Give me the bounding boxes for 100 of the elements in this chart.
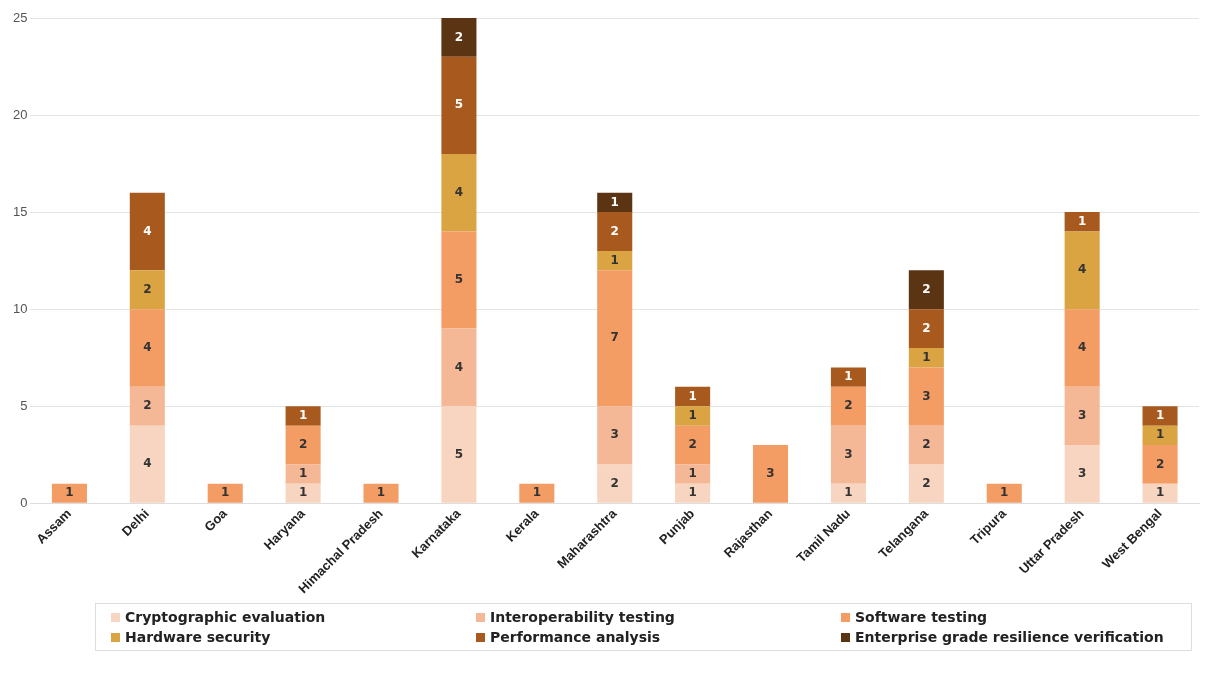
data-label: 1 <box>1155 427 1165 442</box>
data-label: 3 <box>610 427 619 442</box>
bar <box>753 445 789 503</box>
bar <box>285 483 321 503</box>
data-label: 4 <box>143 340 152 355</box>
bar <box>441 18 477 57</box>
bar <box>830 483 866 503</box>
bar <box>1064 386 1100 446</box>
bar <box>1142 445 1178 484</box>
data-label: 1 <box>221 485 230 500</box>
data-label: 4 <box>454 359 464 374</box>
bar <box>597 464 633 503</box>
data-label: 2 <box>922 281 931 296</box>
data-label: 3 <box>844 446 853 461</box>
data-label: 5 <box>454 446 464 461</box>
bar <box>285 425 321 465</box>
bar <box>1064 309 1100 387</box>
data-label: 3 <box>922 388 931 403</box>
data-label: 4 <box>143 223 152 238</box>
bar <box>441 56 477 154</box>
bar <box>986 483 1022 503</box>
data-label: 2 <box>922 320 931 335</box>
bar <box>908 464 944 503</box>
y-tick-label: 0 <box>20 494 28 510</box>
data-label: 2 <box>610 223 619 238</box>
bar <box>830 425 866 484</box>
data-label: 1 <box>65 485 74 500</box>
bar <box>1064 445 1100 503</box>
data-label: 1 <box>844 485 853 500</box>
bar <box>597 270 633 407</box>
data-label: 1 <box>610 252 619 267</box>
y-tick-label: 15 <box>12 203 28 219</box>
bar <box>129 309 165 387</box>
data-label: 2 <box>454 29 464 44</box>
bar <box>908 425 944 465</box>
data-label: 1 <box>610 194 619 209</box>
data-label: 2 <box>610 475 619 490</box>
data-label: 2 <box>1155 456 1165 471</box>
bar <box>597 212 633 251</box>
data-label: 2 <box>143 398 152 413</box>
data-label: 1 <box>688 485 697 500</box>
data-label: 7 <box>610 330 619 345</box>
data-label: 3 <box>766 466 775 481</box>
data-label: 1 <box>1000 485 1009 500</box>
bar <box>1142 425 1178 446</box>
bar <box>441 231 477 329</box>
bar <box>908 309 944 348</box>
bar <box>1064 212 1100 232</box>
bar <box>597 250 633 271</box>
data-label: 2 <box>298 437 308 452</box>
bar <box>675 386 711 407</box>
data-label: 1 <box>298 466 308 481</box>
data-label: 2 <box>922 475 931 490</box>
x-tick-label: Goa <box>201 505 231 535</box>
bar <box>1142 483 1178 503</box>
data-label: 4 <box>1077 340 1087 355</box>
data-label: 1 <box>532 485 542 500</box>
bar <box>675 425 711 465</box>
bar <box>129 192 165 271</box>
y-tick-label: 25 <box>12 9 28 25</box>
bar <box>675 406 711 426</box>
bar <box>908 270 944 310</box>
legend-label: Enterprise grade resilience verification <box>855 629 1164 645</box>
y-tick-label: 20 <box>12 106 28 122</box>
bar <box>830 386 866 426</box>
legend-label: Performance analysis <box>490 629 661 645</box>
data-label: 2 <box>143 281 152 296</box>
bar <box>597 406 633 465</box>
data-label: 1 <box>1155 408 1165 423</box>
data-label: 1 <box>298 408 308 423</box>
legend-label: Interoperability testing <box>490 609 675 625</box>
legend-label: Cryptographic evaluation <box>125 609 326 625</box>
data-label: 3 <box>1077 408 1087 423</box>
legend-label: Hardware security <box>125 629 271 645</box>
bar <box>597 192 633 213</box>
y-tick-label: 5 <box>20 397 28 413</box>
data-label: 5 <box>454 97 464 112</box>
data-label: 4 <box>1077 262 1087 277</box>
bar <box>675 483 711 503</box>
data-label: 1 <box>688 388 697 403</box>
data-label: 5 <box>454 272 464 287</box>
bar <box>129 386 165 426</box>
bar <box>129 270 165 310</box>
legend-label: Software testing <box>855 609 988 625</box>
bar <box>519 483 555 503</box>
bar <box>1142 406 1178 426</box>
bar <box>908 367 944 426</box>
bar <box>51 483 87 503</box>
bar <box>207 483 243 503</box>
bar <box>285 406 321 426</box>
data-label: 1 <box>922 349 931 364</box>
bar <box>675 464 711 484</box>
bar <box>363 483 399 503</box>
data-label: 1 <box>376 485 386 500</box>
data-label: 4 <box>143 456 152 471</box>
data-label: 2 <box>844 398 853 413</box>
data-label: 2 <box>922 437 931 452</box>
data-label: 4 <box>454 184 464 199</box>
data-label: 1 <box>1155 485 1165 500</box>
bar <box>441 406 477 503</box>
